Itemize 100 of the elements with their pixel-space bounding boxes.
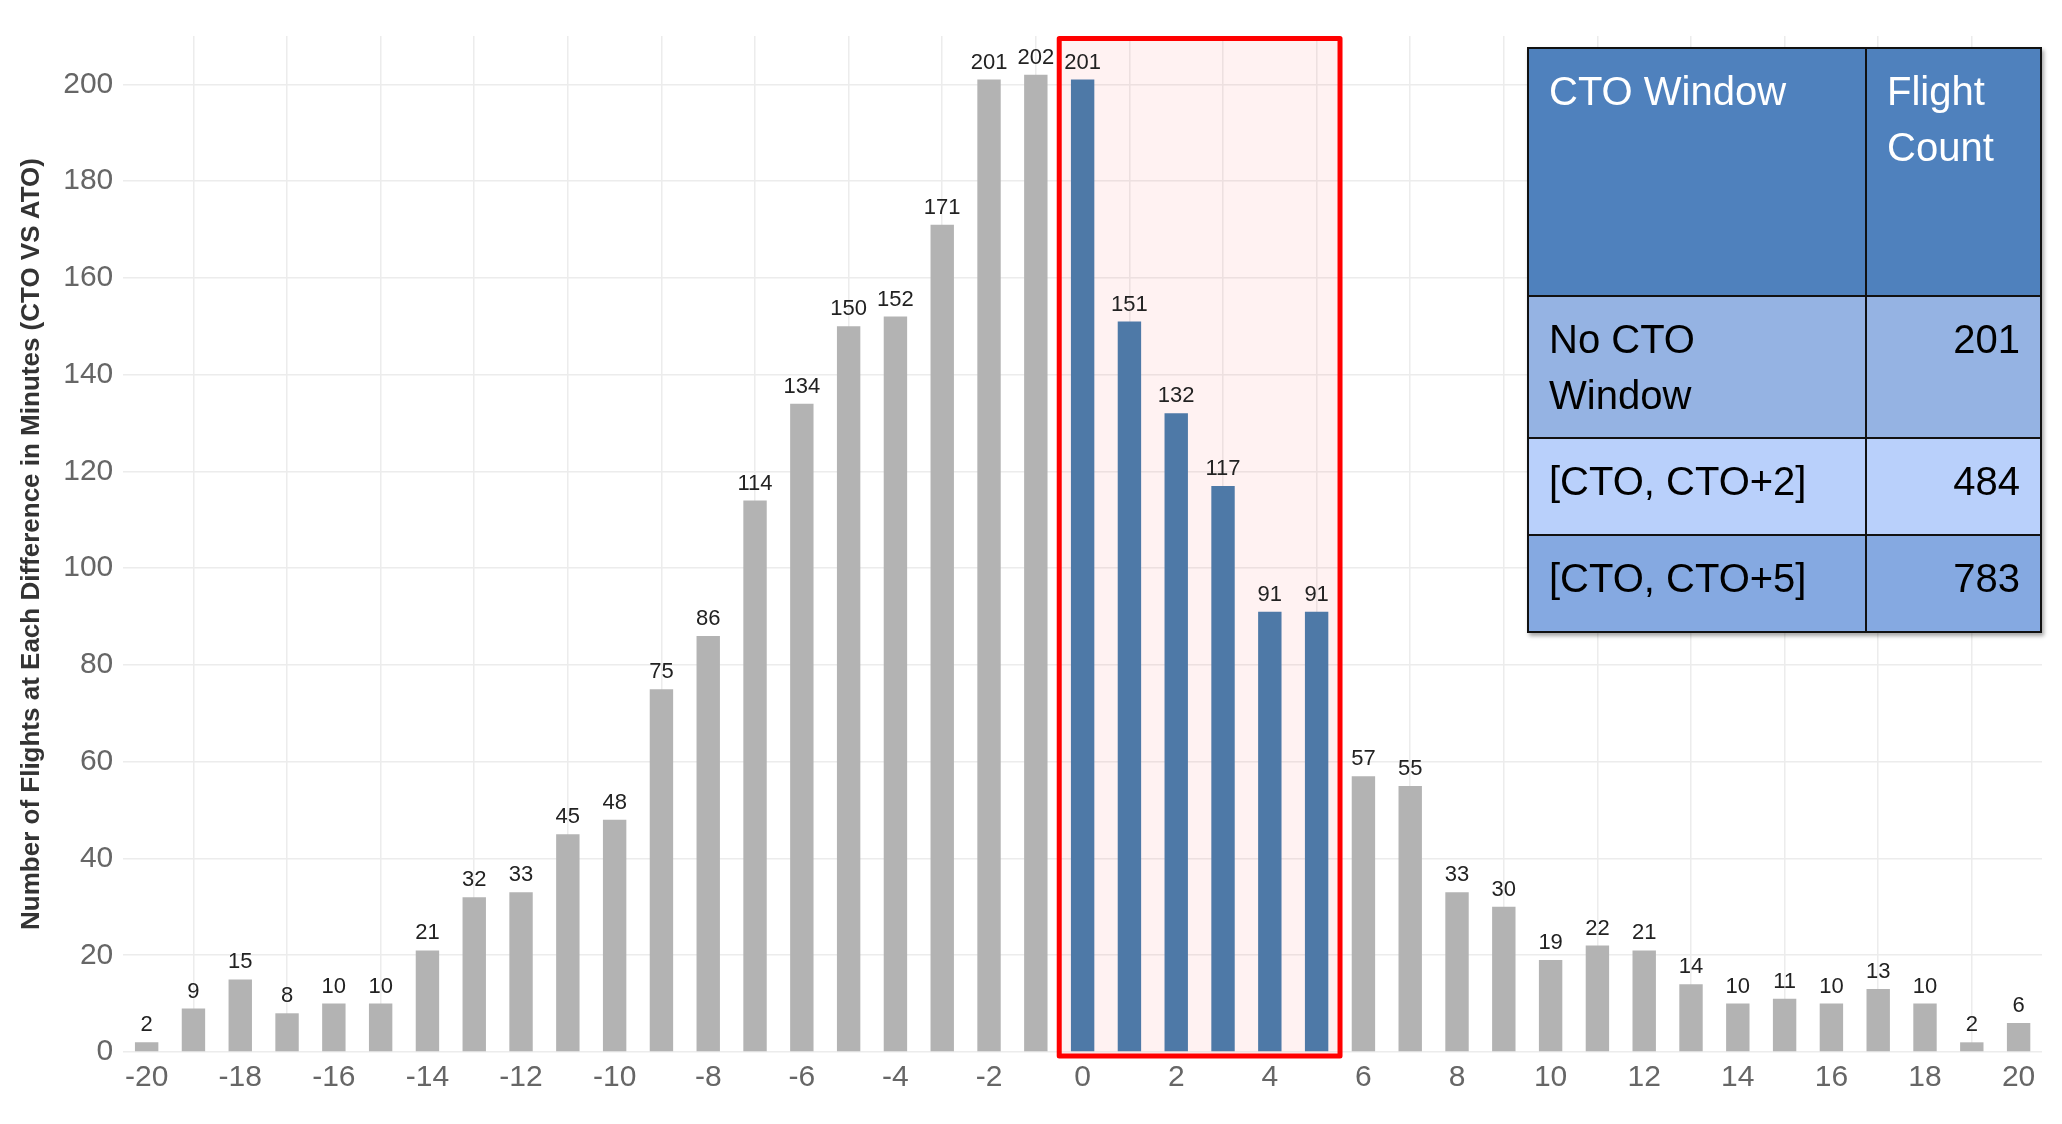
annotation: 484 — [1866, 438, 2041, 535]
data-label: 57 — [1351, 745, 1376, 771]
data-label: 33 — [1444, 861, 1470, 887]
bar — [1351, 776, 1376, 1052]
y-tick-label: 140 — [63, 355, 114, 389]
bar — [696, 635, 720, 1052]
data-label: 134 — [783, 372, 821, 398]
data-label: 22 — [1585, 914, 1610, 940]
bar — [181, 1008, 206, 1052]
annotation: [CTO, CTO+2] — [1528, 438, 1866, 535]
x-tick-label: -8 — [694, 1059, 722, 1093]
bar — [1960, 1042, 1984, 1052]
data-label: 21 — [415, 919, 440, 945]
bar — [415, 950, 440, 1052]
data-label: 30 — [1491, 875, 1517, 901]
data-label: 91 — [1304, 580, 1329, 606]
data-label: 132 — [1157, 382, 1195, 408]
bar — [1726, 1003, 1750, 1052]
y-tick-label: 180 — [63, 162, 114, 196]
data-label: 13 — [1865, 958, 1891, 984]
x-tick-label: -4 — [882, 1059, 909, 1093]
x-tick-label: -6 — [788, 1059, 816, 1093]
data-label: 45 — [555, 803, 581, 829]
data-label: 48 — [602, 788, 627, 814]
bar — [462, 897, 486, 1052]
bar — [602, 819, 627, 1052]
data-label: 15 — [228, 948, 253, 974]
x-tick-label: -14 — [405, 1059, 450, 1093]
x-tick-label: 8 — [1448, 1059, 1466, 1093]
data-label: 21 — [1631, 919, 1657, 945]
bar — [134, 1042, 159, 1052]
bar — [1445, 892, 1469, 1052]
bar — [1913, 1003, 1937, 1052]
y-tick-label: 20 — [79, 936, 114, 970]
data-label: 117 — [1205, 455, 1241, 481]
y-tick-label: 0 — [96, 1033, 114, 1067]
data-label: 32 — [462, 866, 487, 892]
bar — [883, 316, 908, 1052]
y-tick-label: 160 — [63, 259, 114, 293]
y-tick-label: 200 — [63, 65, 114, 99]
data-label: 11 — [1773, 967, 1797, 993]
data-label: 114 — [737, 469, 773, 495]
data-label: 33 — [508, 861, 534, 887]
annotation: 201 — [1866, 296, 2041, 438]
bar — [743, 500, 767, 1052]
data-label: 171 — [923, 193, 961, 219]
y-tick-label: 60 — [79, 742, 114, 776]
data-label: 91 — [1257, 580, 1283, 606]
bar — [1632, 950, 1656, 1052]
data-label: 150 — [830, 295, 867, 321]
annotation: [CTO, CTO+5] — [1528, 535, 1866, 632]
x-tick-label: -2 — [975, 1059, 1003, 1093]
data-label: 14 — [1678, 953, 1704, 979]
data-label: 10 — [321, 972, 347, 998]
data-label: 2 — [140, 1011, 153, 1037]
x-tick-label: -18 — [218, 1059, 262, 1093]
x-tick-label: 12 — [1627, 1059, 1661, 1093]
bar — [2006, 1022, 2031, 1052]
x-tick-label: 20 — [2001, 1059, 2036, 1093]
data-label: 6 — [2012, 992, 2025, 1018]
bar — [930, 224, 954, 1052]
bar — [836, 326, 861, 1052]
y-tick-label: 120 — [63, 452, 114, 486]
bar — [1304, 611, 1329, 1052]
x-tick-label: 10 — [1533, 1059, 1568, 1093]
bar — [556, 834, 580, 1052]
x-tick-label: 18 — [1908, 1059, 1942, 1093]
data-label: 201 — [970, 48, 1008, 74]
bar — [1164, 413, 1188, 1052]
annotation: 783 — [1866, 535, 2041, 632]
bar — [1258, 611, 1282, 1052]
bar — [228, 979, 252, 1052]
data-label: 2 — [1965, 1011, 1978, 1037]
data-label: 10 — [368, 972, 393, 998]
bar — [1117, 321, 1142, 1052]
bar — [649, 689, 674, 1052]
bar — [1211, 485, 1235, 1052]
bar — [1772, 998, 1797, 1052]
annotation: Flight Count — [1866, 48, 2041, 296]
bar — [275, 1013, 299, 1052]
data-label: 10 — [1912, 972, 1938, 998]
data-label: 152 — [877, 285, 914, 311]
bar — [1538, 960, 1563, 1052]
bar — [1398, 785, 1422, 1052]
y-tick-label: 100 — [63, 549, 114, 583]
data-label: 10 — [1725, 972, 1751, 998]
data-label: 19 — [1538, 929, 1563, 955]
data-label: 201 — [1064, 48, 1101, 74]
bar — [1866, 989, 1890, 1052]
data-label: 151 — [1111, 290, 1148, 316]
bar — [509, 892, 533, 1052]
x-tick-label: 4 — [1261, 1059, 1279, 1093]
y-tick-label: 40 — [79, 839, 114, 873]
bar — [1585, 945, 1610, 1052]
x-tick-label: 2 — [1167, 1059, 1185, 1093]
x-tick-label: 16 — [1814, 1059, 1849, 1093]
data-label: 10 — [1819, 972, 1844, 998]
y-axis-title: Number of Flights at Each Difference in Minutes (CTO VS ATO) — [14, 158, 45, 930]
data-label: 202 — [1017, 43, 1055, 69]
bar — [322, 1003, 346, 1052]
